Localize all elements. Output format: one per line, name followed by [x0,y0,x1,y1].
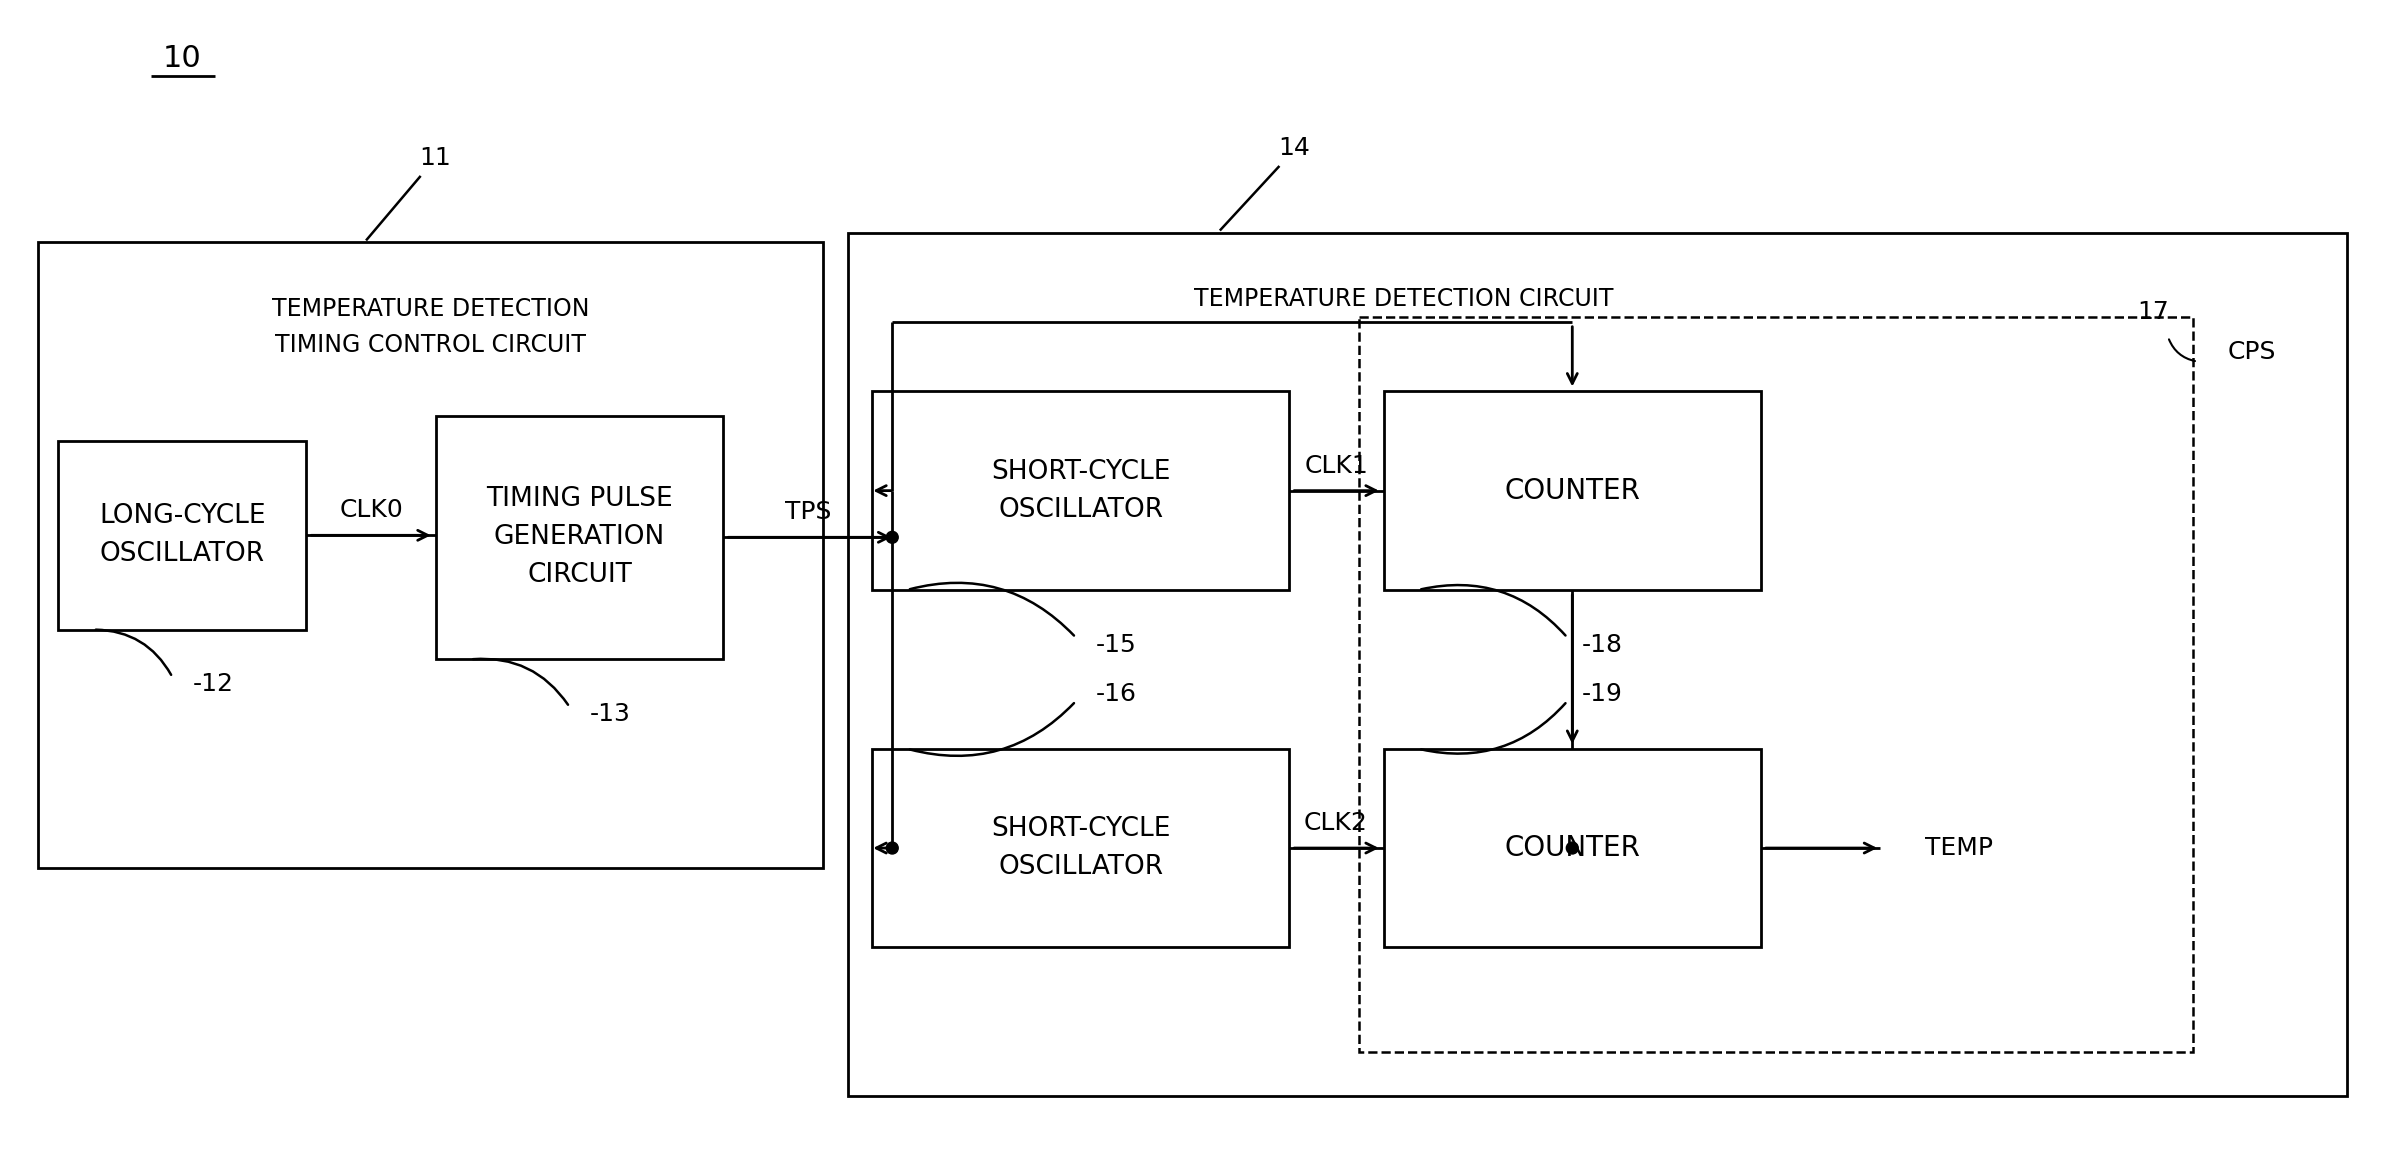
Text: TPS: TPS [785,501,830,525]
Text: TEMP: TEMP [1925,836,1992,860]
Text: TEMPERATURE DETECTION CIRCUIT: TEMPERATURE DETECTION CIRCUIT [1193,287,1613,311]
Circle shape [1567,842,1579,854]
Text: LONG-CYCLE
OSCILLATOR: LONG-CYCLE OSCILLATOR [98,503,266,568]
Text: TIMING PULSE
GENERATION
CIRCUIT: TIMING PULSE GENERATION CIRCUIT [487,487,672,588]
Text: COUNTER: COUNTER [1505,476,1639,505]
Circle shape [886,842,898,854]
Text: 11: 11 [420,146,451,170]
Text: CLK1: CLK1 [1303,454,1368,477]
Text: 14: 14 [1279,136,1310,161]
Bar [871,392,1289,590]
Bar [38,243,823,868]
Text: COUNTER: COUNTER [1505,833,1639,862]
Text: -13: -13 [590,702,631,726]
Circle shape [886,532,898,543]
Text: -15: -15 [1097,632,1138,657]
Text: 17: 17 [2138,299,2170,324]
Bar [434,416,722,659]
Text: CLK2: CLK2 [1303,812,1368,836]
Text: SHORT-CYCLE
OSCILLATOR: SHORT-CYCLE OSCILLATOR [991,816,1171,880]
Text: TEMPERATURE DETECTION
TIMING CONTROL CIRCUIT: TEMPERATURE DETECTION TIMING CONTROL CIR… [271,297,590,356]
Bar [58,440,307,630]
Text: -12: -12 [192,673,233,696]
Bar [1385,749,1762,947]
Text: CPS: CPS [2227,340,2275,364]
Text: CLK0: CLK0 [338,498,403,523]
Text: -19: -19 [1582,682,1622,706]
Text: 10: 10 [163,44,202,73]
Bar [1358,317,2194,1052]
Text: -16: -16 [1097,682,1138,706]
Text: -18: -18 [1582,632,1622,657]
Bar [1385,392,1762,590]
Bar [847,232,2347,1096]
Bar [871,749,1289,947]
Text: SHORT-CYCLE
OSCILLATOR: SHORT-CYCLE OSCILLATOR [991,459,1171,523]
